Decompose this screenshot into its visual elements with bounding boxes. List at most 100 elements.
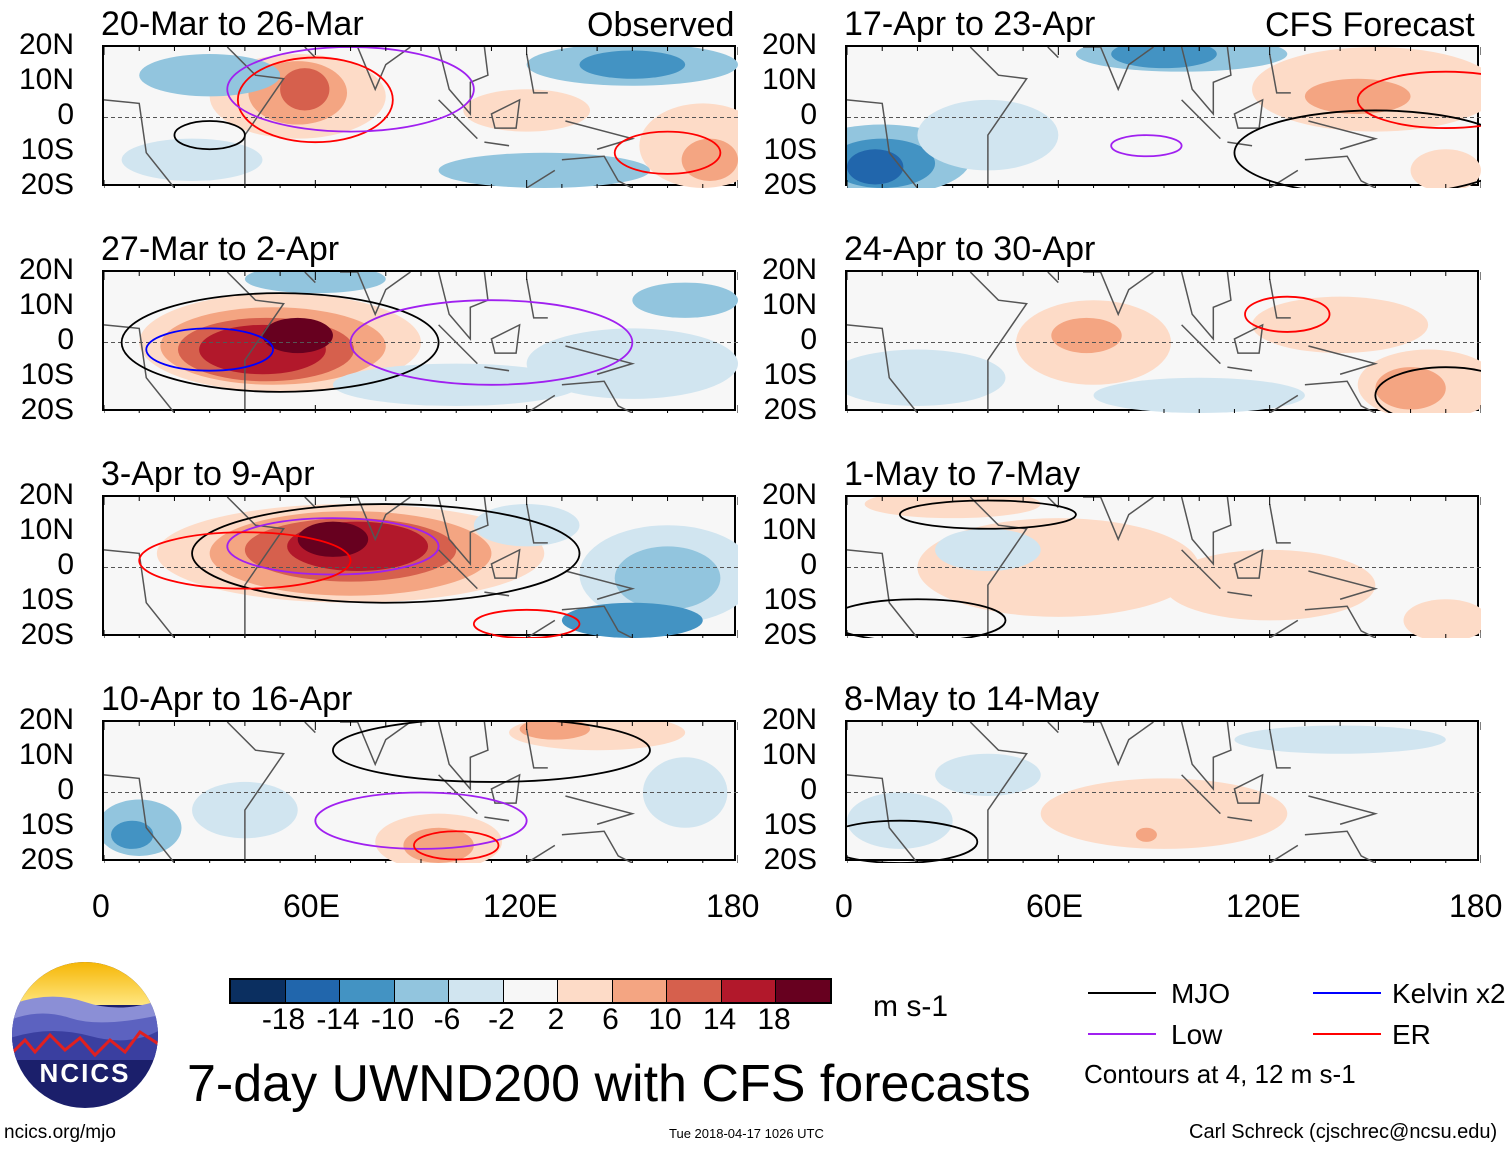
wave-contour	[314, 791, 528, 850]
wave-contour	[226, 517, 440, 576]
colorbar-swatch	[449, 980, 504, 1002]
lat-label: 20S	[763, 618, 817, 651]
lat-label: 10S	[763, 133, 817, 166]
wind-anomaly-shading	[864, 497, 1041, 519]
lat-label: 10S	[763, 808, 817, 841]
forecast-header: CFS Forecast	[1265, 6, 1475, 44]
wave-contour	[191, 503, 581, 604]
panel-title: 27-Mar to 2-Apr	[101, 230, 340, 268]
wind-anomaly-shading	[463, 89, 591, 132]
lat-label: 0	[800, 98, 817, 131]
lat-label: 20S	[763, 843, 817, 876]
coastline	[847, 722, 1379, 863]
colorbar-swatch	[394, 980, 449, 1002]
colorbar-swatch	[231, 980, 286, 1002]
panel-title: 20-Mar to 26-Mar	[101, 5, 364, 43]
wind-anomaly-shading	[121, 138, 263, 181]
lat-label: 10N	[761, 513, 817, 546]
lat-label: 10N	[18, 513, 74, 546]
legend-kelvin-line	[1313, 992, 1381, 994]
legend-low-line	[1088, 1033, 1156, 1035]
colorbar-units: m s-1	[873, 990, 948, 1023]
colorbar-swatch	[612, 980, 667, 1002]
lat-label: 0	[800, 323, 817, 356]
svg-text:NCICS: NCICS	[40, 1058, 131, 1088]
wave-contour	[1356, 70, 1481, 129]
wave-contour	[138, 531, 352, 590]
coastline	[847, 47, 1379, 188]
colorbar-swatch	[285, 980, 340, 1002]
forecast-map-panel	[845, 45, 1481, 188]
legend-mjo: MJO	[1171, 978, 1231, 1009]
legend-er: ER	[1392, 1019, 1431, 1050]
ncics-logo: NCICS	[10, 960, 160, 1110]
legend-low: Low	[1171, 1019, 1223, 1050]
lat-label: 20S	[20, 618, 74, 651]
lat-label: 20N	[761, 703, 817, 736]
wave-contour	[1110, 134, 1183, 158]
wave-contour	[1374, 366, 1481, 413]
coastline	[847, 497, 1379, 638]
wind-anomaly-shading	[935, 528, 1041, 572]
wave-contour	[472, 608, 581, 638]
colorbar	[229, 978, 832, 1004]
lat-label: 0	[800, 548, 817, 581]
panel-title: 3-Apr to 9-Apr	[101, 455, 315, 493]
coastline	[847, 272, 1379, 413]
legend-kelvin: Kelvin x2	[1392, 978, 1506, 1009]
lat-label: 20S	[763, 168, 817, 201]
wind-anomaly-shading	[1111, 47, 1217, 69]
lat-label: 10N	[761, 288, 817, 321]
lat-label: 20N	[18, 28, 74, 61]
figure-title: 7-day UWND200 with CFS forecasts	[187, 1055, 1031, 1113]
panel-title: 24-Apr to 30-Apr	[844, 230, 1096, 268]
panel-title: 8-May to 14-May	[844, 680, 1100, 718]
lat-label: 20N	[761, 253, 817, 286]
colorbar-swatch	[503, 980, 558, 1002]
colorbar-swatch	[667, 980, 722, 1002]
wind-anomaly-shading	[1252, 296, 1429, 354]
colorbar-swatch	[340, 980, 395, 1002]
lon-label: 120E	[1226, 888, 1301, 924]
footer-url: ncics.org/mjo	[4, 1122, 116, 1143]
wind-anomaly-shading	[1234, 725, 1446, 754]
colorbar-label: 18	[757, 1003, 791, 1036]
lat-label: 20S	[20, 843, 74, 876]
coastline	[104, 272, 636, 413]
wind-anomaly-shading	[519, 722, 591, 740]
lon-label: 60E	[283, 888, 340, 924]
observed-map-panel	[102, 720, 738, 863]
lat-label: 20S	[20, 168, 74, 201]
wind-anomaly-shading	[1410, 149, 1481, 188]
wind-anomaly-shading	[614, 546, 721, 610]
wave-contour	[1233, 109, 1481, 188]
colorbar-label: -18	[261, 1003, 306, 1036]
legend-mjo-line	[1088, 992, 1156, 994]
wind-anomaly-shading	[297, 521, 369, 557]
lat-label: 10S	[20, 133, 74, 166]
forecast-map-panel	[845, 270, 1481, 413]
colorbar-label: -10	[370, 1003, 415, 1036]
forecast-map-panel	[845, 720, 1481, 863]
lon-label: 60E	[1026, 888, 1083, 924]
lat-label: 20N	[761, 28, 817, 61]
footer-author: Carl Schreck (cjschrec@ncsu.edu)	[1189, 1121, 1498, 1143]
lat-label: 10N	[18, 738, 74, 771]
observed-map-panel	[102, 495, 738, 638]
observed-header: Observed	[587, 6, 735, 44]
wind-anomaly-shading	[1403, 599, 1481, 638]
panel-title: 10-Apr to 16-Apr	[101, 680, 353, 718]
lat-label: 10S	[763, 583, 817, 616]
forecast-map-panel	[845, 495, 1481, 638]
wind-anomaly-shading	[1135, 827, 1157, 842]
observed-map-panel	[102, 45, 738, 188]
wind-anomaly-shading	[681, 138, 738, 181]
colorbar-label: 2	[547, 1003, 565, 1036]
wind-anomaly-shading	[438, 152, 650, 188]
lon-label: 120E	[483, 888, 558, 924]
wind-anomaly-shading	[847, 349, 1006, 406]
lon-label: 180	[706, 888, 760, 924]
wind-anomaly-shading	[935, 753, 1041, 797]
colorbar-label: -14	[316, 1003, 360, 1036]
wind-anomaly-shading	[561, 602, 703, 638]
